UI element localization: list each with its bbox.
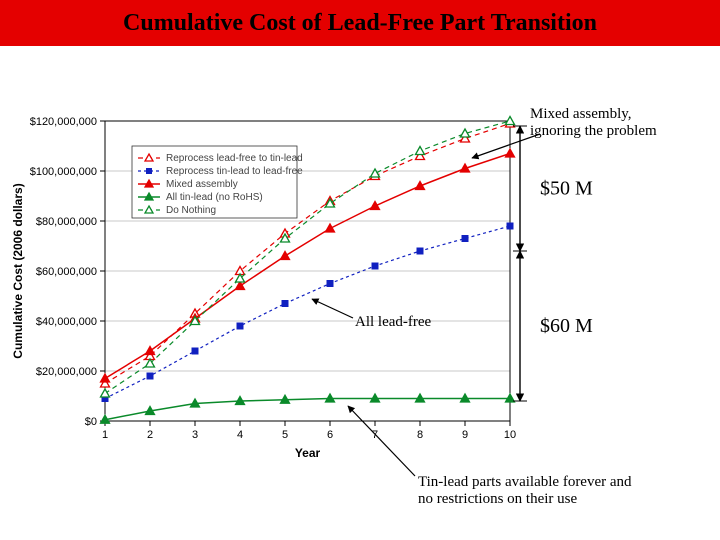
svg-text:9: 9	[462, 429, 468, 441]
legend: Reprocess lead-free to tin-lead Reprocess…	[132, 146, 303, 218]
svg-text:2: 2	[147, 429, 153, 441]
title-banner: Cumulative Cost of Lead-Free Part Transi…	[0, 0, 720, 46]
svg-text:6: 6	[327, 429, 333, 441]
chart-container: 12345678910$0$20,000,000$40,000,000$60,0…	[0, 46, 720, 540]
svg-text:$120,000,000: $120,000,000	[30, 116, 97, 128]
svg-text:All tin-lead (no RoHS): All tin-lead (no RoHS)	[166, 192, 263, 203]
svg-text:$50 M: $50 M	[540, 178, 593, 200]
svg-text:Reprocess lead-free to tin-lea: Reprocess lead-free to tin-lead	[166, 153, 303, 164]
svg-text:1: 1	[102, 429, 108, 441]
svg-text:Year: Year	[295, 446, 321, 460]
svg-text:3: 3	[192, 429, 198, 441]
svg-text:$0: $0	[85, 416, 97, 428]
svg-text:10: 10	[504, 429, 516, 441]
line-chart: 12345678910$0$20,000,000$40,000,000$60,0…	[0, 46, 720, 540]
svg-text:$60 M: $60 M	[540, 315, 593, 337]
bracket-top: $50 M	[513, 126, 593, 251]
svg-text:8: 8	[417, 429, 423, 441]
svg-text:Cumulative Cost (2006 dollars): Cumulative Cost (2006 dollars)	[11, 183, 25, 358]
svg-text:$20,000,000: $20,000,000	[36, 366, 97, 378]
svg-text:$60,000,000: $60,000,000	[36, 266, 97, 278]
svg-text:Tin-lead parts available forev: Tin-lead parts available forever and	[418, 474, 632, 490]
svg-text:5: 5	[282, 429, 288, 441]
svg-text:ignoring the problem: ignoring the problem	[530, 123, 657, 139]
svg-text:Mixed assembly,: Mixed assembly,	[530, 106, 632, 122]
svg-text:Reprocess tin-lead to lead-fre: Reprocess tin-lead to lead-free	[166, 166, 303, 177]
bracket-bottom: $60 M	[513, 251, 593, 401]
svg-text:All lead-free: All lead-free	[355, 314, 432, 330]
svg-text:$40,000,000: $40,000,000	[36, 316, 97, 328]
page-title: Cumulative Cost of Lead-Free Part Transi…	[0, 0, 720, 46]
svg-text:4: 4	[237, 429, 243, 441]
svg-text:Mixed assembly: Mixed assembly	[166, 179, 238, 190]
svg-text:Do Nothing: Do Nothing	[166, 205, 216, 216]
svg-text:$100,000,000: $100,000,000	[30, 166, 97, 178]
svg-text:no restrictions on their use: no restrictions on their use	[418, 491, 577, 507]
svg-text:$80,000,000: $80,000,000	[36, 216, 97, 228]
